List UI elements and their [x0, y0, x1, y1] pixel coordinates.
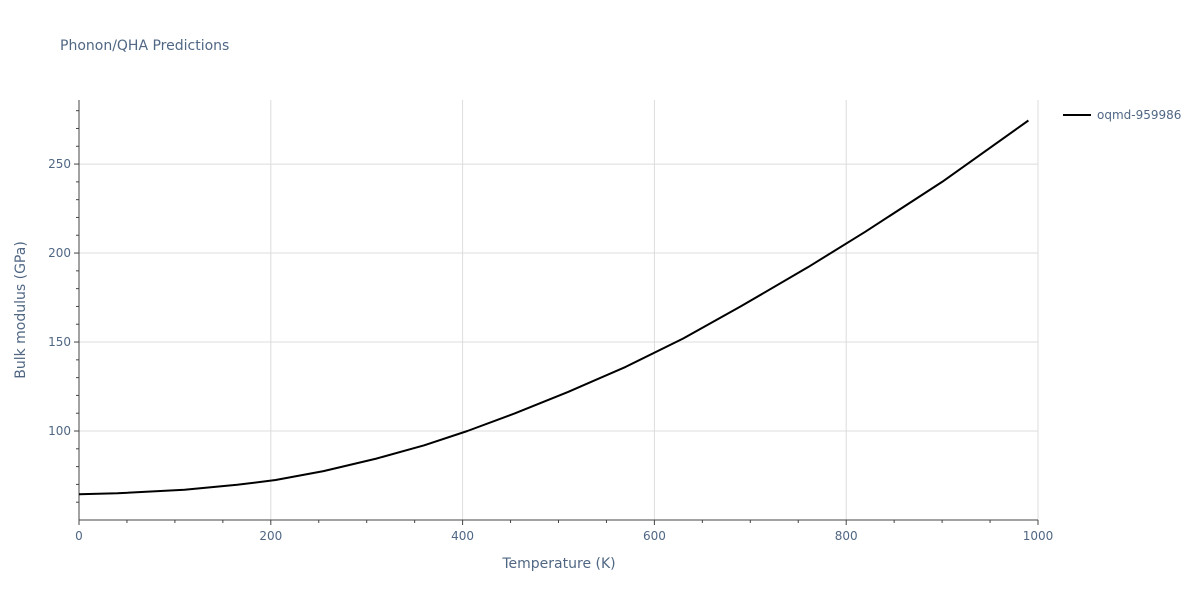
- x-axis-title: Temperature (K): [501, 556, 615, 572]
- y-tick-label: 100: [48, 424, 71, 438]
- x-tick-label: 1000: [1023, 529, 1054, 543]
- x-tick-label: 800: [835, 529, 858, 543]
- y-axis-title: Bulk modulus (GPa): [13, 241, 29, 379]
- axes-layer: [78, 100, 1038, 521]
- y-tick-label: 200: [48, 246, 71, 260]
- y-tick-label: 150: [48, 335, 71, 349]
- series-layer: [78, 119, 1029, 496]
- x-tick-label: 200: [259, 529, 282, 543]
- x-tick-label: 600: [643, 529, 666, 543]
- x-tick-label: 0: [75, 529, 83, 543]
- y-tick-label: 250: [48, 157, 71, 171]
- legend[interactable]: oqmd-959986: [1063, 108, 1181, 122]
- series-line: [78, 119, 1029, 496]
- chart-title: Phonon/QHA Predictions: [60, 38, 229, 54]
- x-tick-label: 400: [451, 529, 474, 543]
- grid-layer: [79, 100, 1039, 520]
- legend-label[interactable]: oqmd-959986: [1097, 108, 1181, 122]
- ticks-layer: 0 200 400 600 800 1000 100 150 200 250: [48, 110, 1054, 543]
